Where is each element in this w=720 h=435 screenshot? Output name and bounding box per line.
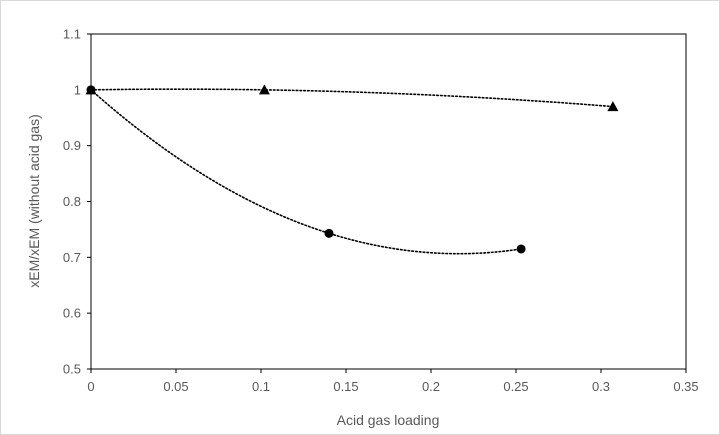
trendline-series-1	[90, 88, 614, 108]
x-axis-label: Acid gas loading	[337, 412, 440, 428]
y-tick-label: 0.6	[63, 306, 81, 321]
plot-area	[90, 33, 687, 370]
y-tick-label: 0.5	[63, 362, 81, 377]
x-tick-label: 0.35	[673, 379, 698, 394]
x-tick-label: 0.25	[503, 379, 528, 394]
y-tick-label: 1.1	[63, 27, 81, 42]
y-axis-label: xEM/xEM (without acid gas)	[26, 114, 42, 288]
y-tick-label: 0.9	[63, 138, 81, 153]
trendline-series-2	[90, 89, 522, 255]
circle-marker	[516, 244, 526, 254]
x-tick-label: 0	[87, 379, 94, 394]
y-tick-label: 0.8	[63, 194, 81, 209]
x-tick-label: 0.05	[163, 379, 188, 394]
y-tick-label: 1	[74, 82, 81, 97]
circle-marker	[324, 228, 334, 238]
x-tick-label: 0.15	[333, 379, 358, 394]
x-tick-label: 0.2	[422, 379, 440, 394]
y-axis-ticks: 0.5 0.6 0.7 0.8 0.9 1 1.1	[63, 27, 91, 377]
x-tick-label: 0.1	[252, 379, 270, 394]
x-tick-label: 0.3	[592, 379, 610, 394]
triangle-marker	[258, 84, 270, 95]
x-axis-ticks: 0 0.05 0.1 0.15 0.2 0.25 0.3 0.35	[87, 369, 699, 394]
triangle-marker	[607, 101, 619, 112]
trendlines	[90, 88, 614, 255]
y-tick-label: 0.7	[63, 250, 81, 265]
circle-marker	[86, 85, 96, 95]
data-markers	[85, 84, 619, 254]
